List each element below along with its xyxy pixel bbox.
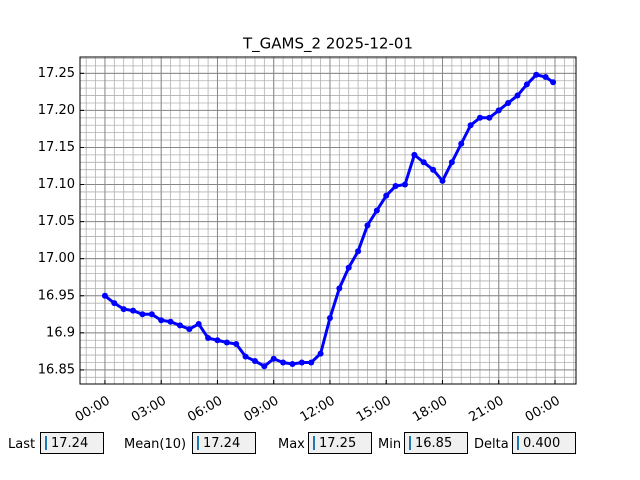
point bbox=[195, 320, 202, 327]
point bbox=[430, 166, 437, 173]
x-tick-label: 15:00 bbox=[354, 394, 394, 426]
x-tick-label: 09:00 bbox=[242, 394, 282, 426]
y-tick-label: 16.9 bbox=[46, 325, 75, 340]
point bbox=[308, 359, 315, 366]
point bbox=[326, 315, 333, 322]
point bbox=[523, 81, 530, 88]
point bbox=[467, 122, 474, 129]
chart-title: T_GAMS_2 2025-12-01 bbox=[242, 35, 413, 54]
x-tick-label: 06:00 bbox=[185, 394, 225, 426]
point bbox=[533, 71, 540, 78]
y-tick-label: 17.15 bbox=[38, 140, 75, 155]
y-tick-label: 17.25 bbox=[38, 66, 75, 81]
point bbox=[280, 359, 287, 366]
point bbox=[111, 300, 118, 307]
text-box[interactable]: 16.85 bbox=[404, 432, 468, 454]
point bbox=[270, 355, 277, 362]
point bbox=[514, 92, 521, 99]
point bbox=[223, 339, 230, 346]
text-box-value: 17.25 bbox=[319, 435, 357, 451]
point bbox=[251, 358, 258, 365]
y-tick-label: 16.95 bbox=[38, 288, 75, 303]
y-tick-label: 17.20 bbox=[38, 103, 75, 118]
point bbox=[505, 99, 512, 106]
x-tick-label: 00:00 bbox=[73, 394, 113, 426]
x-tick-label: 12:00 bbox=[298, 394, 338, 426]
point bbox=[186, 326, 193, 333]
point bbox=[167, 318, 174, 325]
point bbox=[130, 307, 137, 314]
point bbox=[242, 353, 249, 360]
point bbox=[298, 359, 305, 366]
point bbox=[355, 248, 362, 255]
control-label: Delta bbox=[474, 436, 509, 452]
point bbox=[214, 337, 221, 344]
text-box[interactable]: 17.24 bbox=[192, 432, 256, 454]
y-tick-label: 17.00 bbox=[38, 251, 75, 266]
text-box[interactable]: 0.400 bbox=[512, 432, 576, 454]
point bbox=[336, 285, 343, 292]
text-box-value: 16.85 bbox=[415, 435, 453, 451]
point bbox=[345, 264, 352, 271]
point bbox=[420, 159, 427, 166]
point bbox=[261, 363, 268, 370]
point bbox=[205, 335, 212, 342]
point bbox=[233, 340, 240, 347]
point bbox=[495, 107, 502, 114]
point bbox=[550, 79, 557, 86]
y-tick-label: 16.85 bbox=[38, 362, 75, 377]
control-label: Max bbox=[278, 436, 305, 452]
point bbox=[289, 360, 296, 367]
point bbox=[486, 114, 493, 121]
point bbox=[476, 114, 483, 121]
point bbox=[158, 317, 165, 324]
point bbox=[120, 306, 127, 313]
point bbox=[448, 159, 455, 166]
text-box-value: 17.24 bbox=[203, 435, 241, 451]
text-box-value: 0.400 bbox=[523, 435, 561, 451]
point bbox=[139, 311, 146, 318]
point bbox=[458, 140, 465, 147]
point bbox=[148, 311, 155, 318]
y-tick-label: 17.05 bbox=[38, 214, 75, 229]
plot-frame bbox=[79, 56, 577, 385]
point bbox=[401, 181, 408, 188]
y-tick-label: 17.10 bbox=[38, 177, 75, 192]
point bbox=[439, 177, 446, 184]
point bbox=[364, 222, 371, 229]
x-tick-label: 18:00 bbox=[410, 394, 450, 426]
point bbox=[411, 151, 418, 158]
text-box-value: 17.24 bbox=[51, 435, 89, 451]
control-label: Mean(10) bbox=[124, 436, 187, 452]
point bbox=[542, 74, 549, 81]
control-label: Last bbox=[8, 436, 36, 452]
x-tick-label: 03:00 bbox=[129, 394, 169, 426]
point bbox=[392, 183, 399, 190]
x-tick-label: 00:00 bbox=[523, 394, 563, 426]
text-box[interactable]: 17.25 bbox=[308, 432, 372, 454]
x-tick-label: 21:00 bbox=[467, 394, 507, 426]
point bbox=[101, 292, 108, 299]
control-label: Min bbox=[378, 436, 402, 452]
text-box[interactable]: 17.24 bbox=[40, 432, 104, 454]
chart: T_GAMS_2 2025-12-01 16.85 16.9 16.95 17.00 1… bbox=[38, 35, 577, 426]
point bbox=[373, 207, 380, 214]
point bbox=[176, 322, 183, 329]
point bbox=[383, 192, 390, 199]
point bbox=[317, 350, 324, 357]
